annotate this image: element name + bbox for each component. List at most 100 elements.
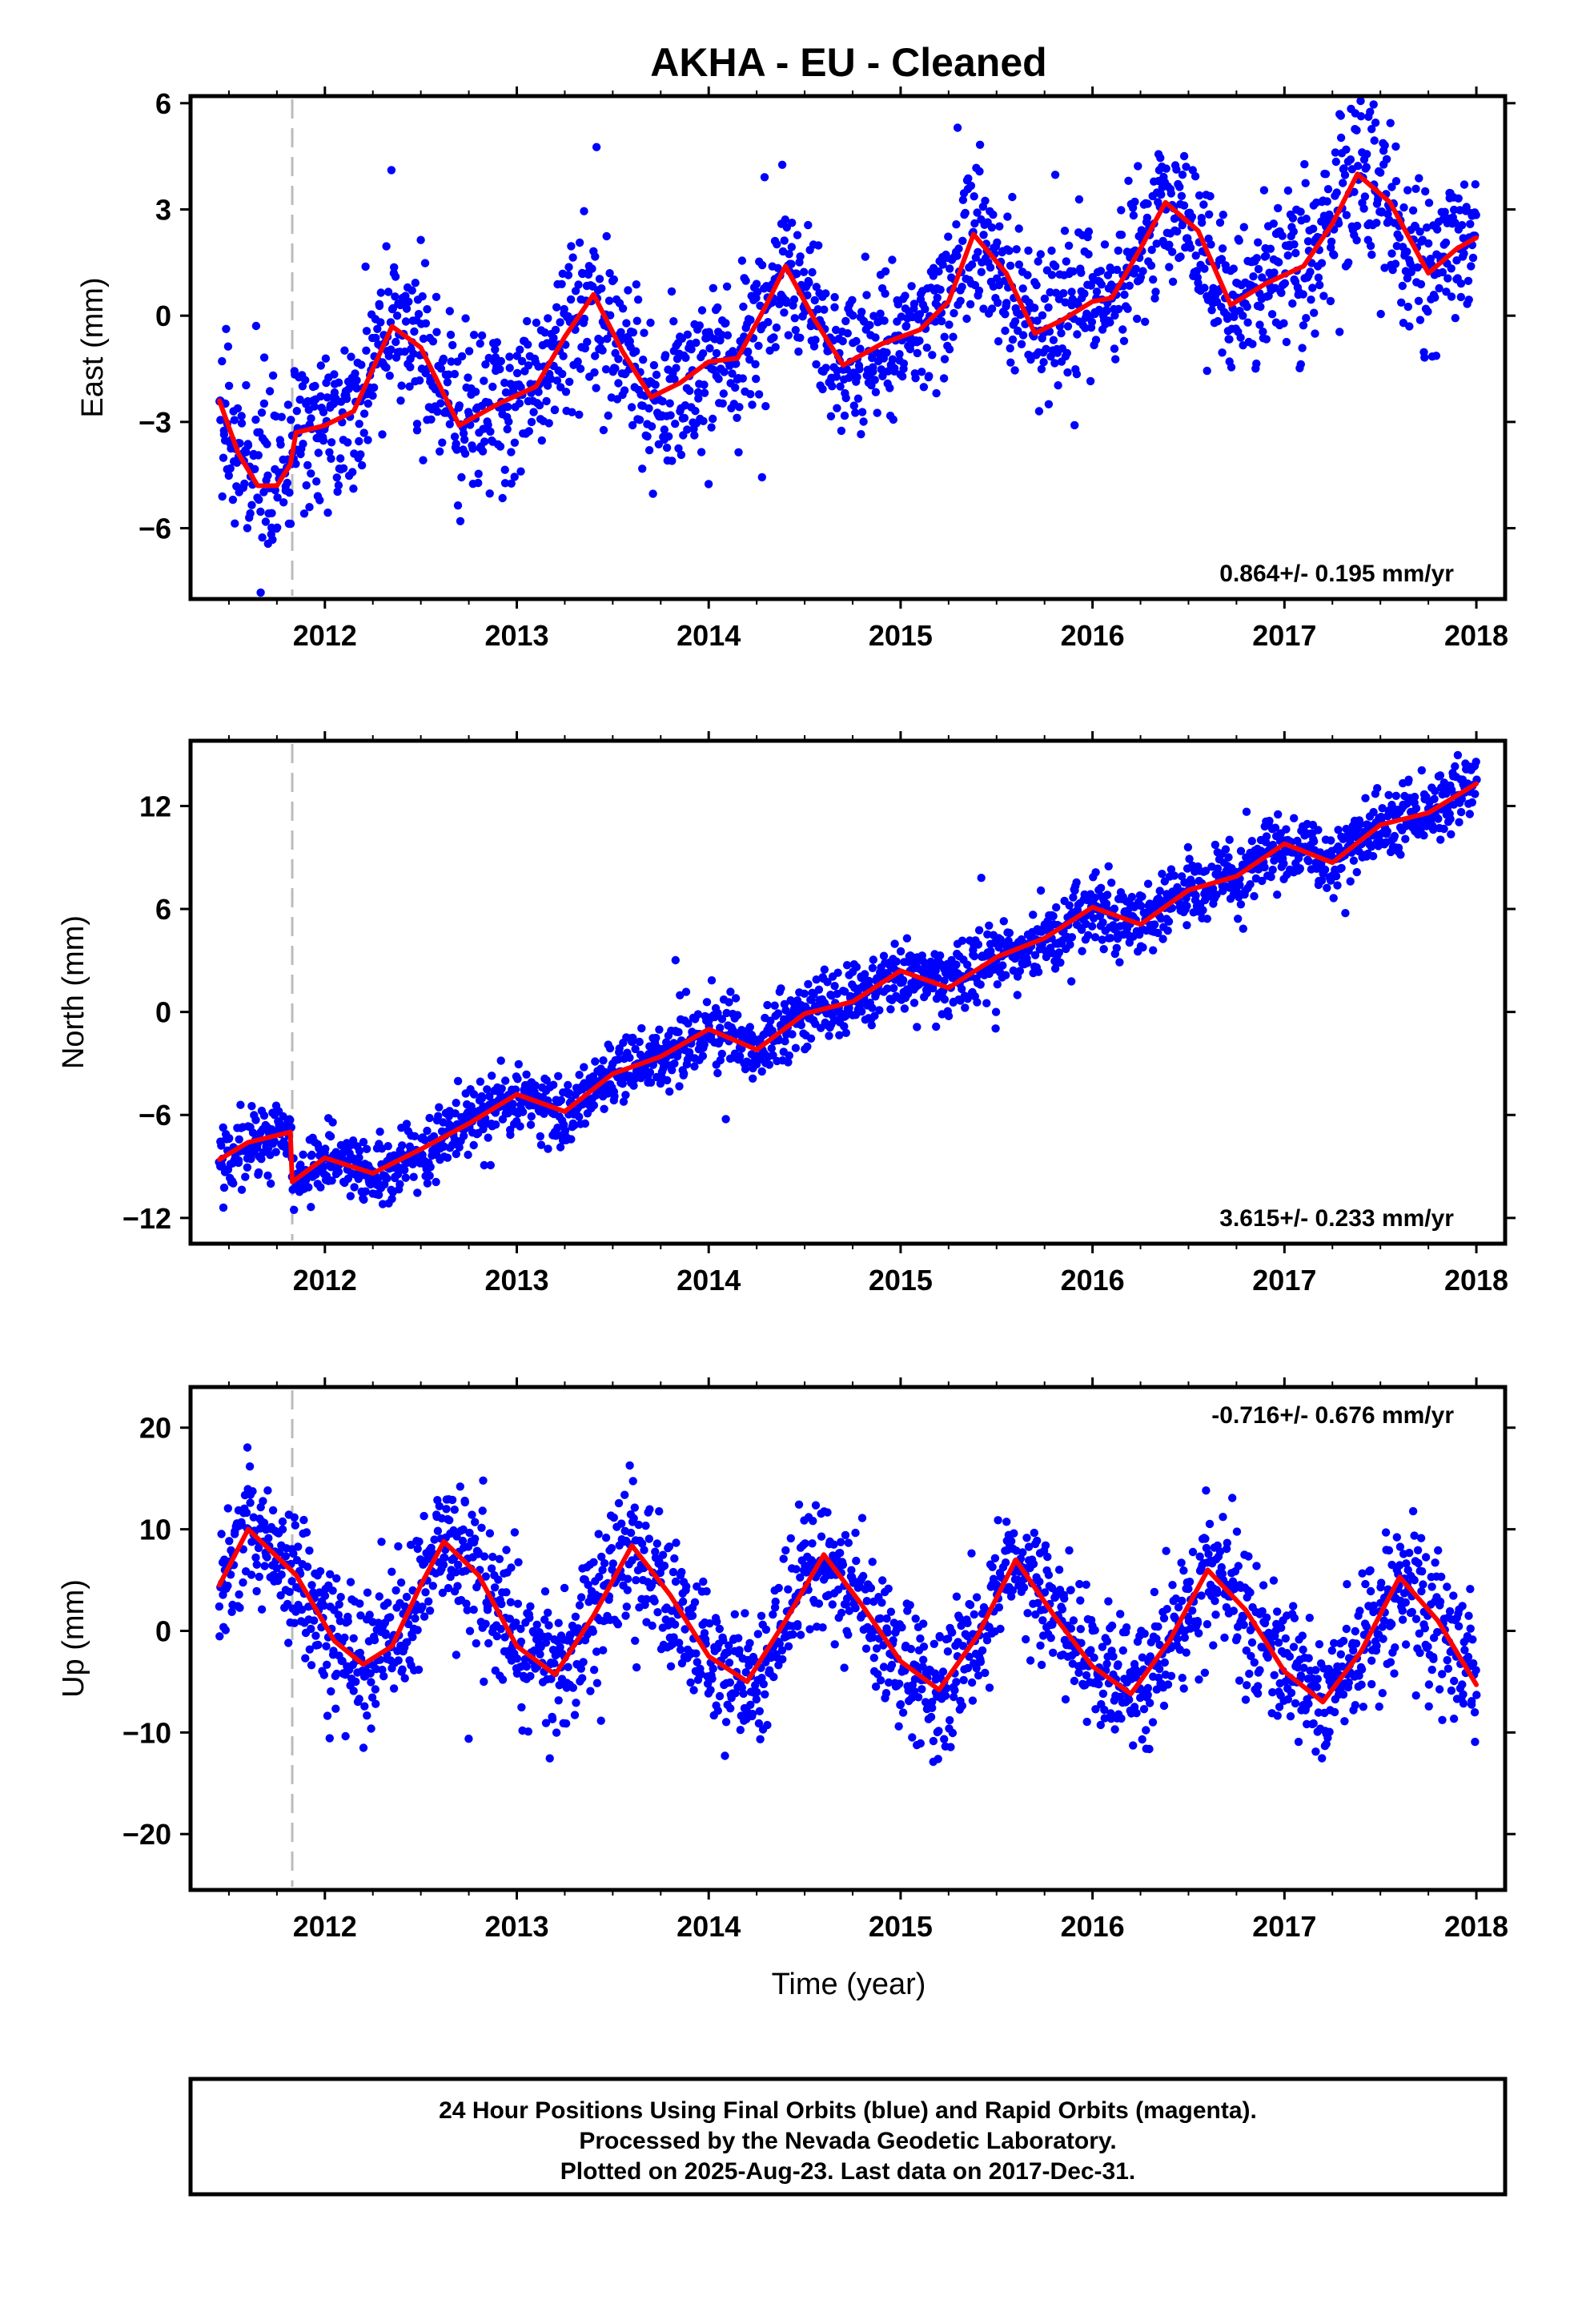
data-point [506, 1130, 515, 1140]
data-point [735, 403, 744, 412]
x-tick-label: 2016 [1061, 1264, 1125, 1297]
data-point [785, 1051, 793, 1060]
data-point [1086, 376, 1095, 386]
data-point [668, 1639, 677, 1649]
data-point [1150, 294, 1159, 303]
data-point [464, 1735, 473, 1743]
data-point [1323, 197, 1331, 206]
data-point [623, 1574, 632, 1583]
data-point [1155, 887, 1164, 895]
data-point [718, 399, 727, 408]
data-point [699, 416, 708, 425]
data-point [271, 486, 279, 495]
data-point [279, 498, 288, 507]
data-point [731, 383, 740, 392]
data-point [447, 357, 456, 366]
data-point [336, 1593, 345, 1602]
data-point [983, 930, 992, 939]
data-point [1152, 239, 1161, 248]
data-point [258, 533, 267, 542]
data-point [602, 231, 611, 241]
data-point [243, 1443, 252, 1452]
data-point [818, 384, 827, 394]
data-point [326, 1570, 335, 1579]
data-point [1274, 203, 1283, 213]
data-point [899, 359, 909, 368]
data-point [1382, 155, 1391, 163]
east-panel: 2012 2013 2014 2015 2016 2017 2018−6−3036East … [76, 86, 1516, 652]
data-point [1125, 281, 1134, 290]
data-point [611, 364, 620, 373]
data-point [439, 354, 448, 364]
data-point [1239, 223, 1249, 231]
data-point [445, 307, 454, 316]
data-point [709, 283, 717, 292]
data-point [609, 275, 618, 284]
data-point [890, 364, 899, 373]
data-point [1249, 272, 1258, 281]
data-point [648, 489, 657, 498]
data-point [1203, 366, 1211, 376]
data-point [813, 305, 822, 314]
data-point [1195, 191, 1204, 200]
data-point [409, 349, 418, 358]
data-point [1460, 249, 1468, 258]
data-point [1142, 213, 1152, 223]
data-point [474, 478, 483, 488]
data-point [243, 1163, 252, 1172]
data-point [901, 292, 909, 300]
data-point [1271, 823, 1280, 832]
data-point [1391, 142, 1400, 151]
data-point [480, 1160, 488, 1170]
data-point [987, 223, 997, 232]
data-point [1403, 247, 1411, 256]
data-point [1115, 958, 1124, 967]
data-point [671, 955, 680, 965]
data-point [1376, 812, 1386, 822]
data-point [1267, 872, 1275, 882]
data-point [1270, 268, 1279, 277]
data-point [1102, 307, 1111, 316]
data-point [1002, 971, 1010, 979]
data-point [796, 252, 805, 261]
data-point [1147, 245, 1156, 255]
data-point [963, 960, 972, 969]
data-point [301, 376, 310, 384]
data-point [1036, 250, 1046, 259]
data-point [886, 1005, 895, 1014]
data-point [1424, 239, 1433, 248]
data-point [1391, 177, 1401, 186]
data-point [974, 940, 983, 949]
data-point [1066, 940, 1074, 949]
data-point [1014, 224, 1023, 233]
data-point [595, 1572, 604, 1582]
data-point [687, 345, 696, 354]
data-point [745, 355, 754, 364]
data-point [1268, 840, 1278, 850]
data-point [461, 314, 470, 323]
data-point [1315, 280, 1324, 290]
data-point [626, 1528, 636, 1538]
data-point [229, 1179, 238, 1188]
data-point [1258, 273, 1267, 282]
data-point [413, 1188, 422, 1197]
data-point [845, 1003, 853, 1013]
data-point [683, 330, 692, 339]
data-point [507, 1563, 516, 1572]
data-point [531, 1081, 540, 1090]
data-point [958, 236, 967, 245]
data-point [226, 464, 235, 473]
data-point [1283, 186, 1293, 195]
data-point [871, 333, 880, 342]
data-point [744, 347, 753, 356]
data-point [1451, 219, 1460, 227]
data-point [484, 420, 492, 429]
data-point [374, 1190, 383, 1200]
data-point [1414, 296, 1423, 305]
data-point [303, 1562, 312, 1571]
data-point [685, 386, 694, 396]
data-point [1062, 257, 1071, 266]
data-point [709, 1664, 717, 1673]
data-point [251, 464, 259, 473]
data-point [994, 298, 1002, 308]
